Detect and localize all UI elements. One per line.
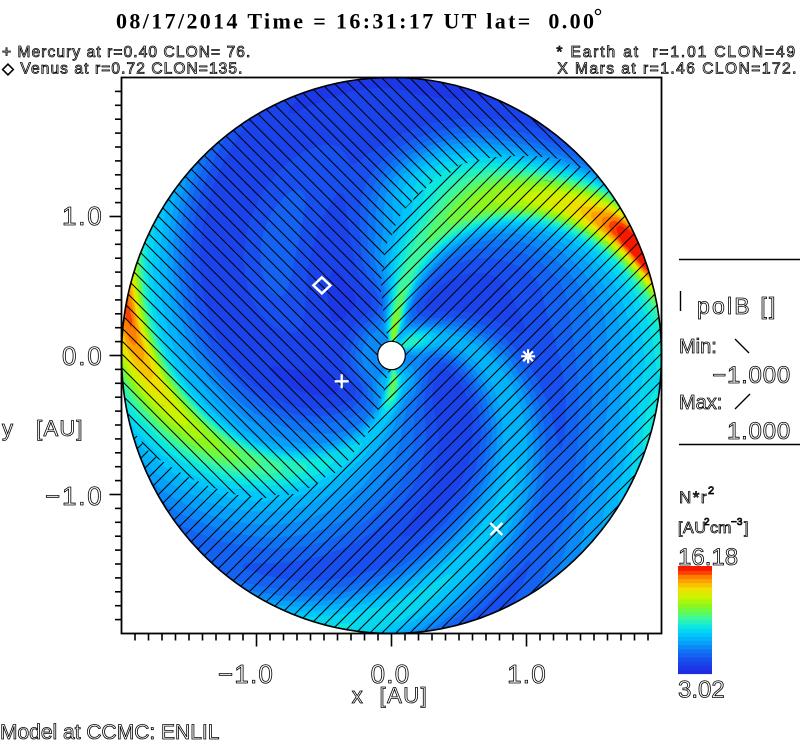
svg-text:0.0: 0.0 [62, 341, 104, 371]
svg-text:Min:: Min: [679, 336, 717, 358]
svg-text:N*r: N*r [679, 488, 708, 507]
svg-text:Model at CCMC: ENLIL: Model at CCMC: ENLIL [0, 721, 219, 744]
svg-text:+ Mercury at r=0.40 CLON= 76.: + Mercury at r=0.40 CLON= 76. [2, 44, 251, 61]
svg-text:1.000: 1.000 [727, 418, 791, 445]
svg-text:2: 2 [704, 517, 710, 528]
svg-text:0.0: 0.0 [371, 659, 411, 689]
svg-text:◇ Venus at r=0.72 CLON=135.: ◇ Venus at r=0.72 CLON=135. [2, 61, 244, 78]
svg-text:3.02: 3.02 [678, 677, 725, 704]
svg-text:−3: −3 [731, 517, 743, 528]
svg-text:[AU: [AU [678, 520, 706, 537]
svg-text:]: ] [744, 520, 748, 537]
svg-text:1.0: 1.0 [62, 201, 104, 231]
svg-text:polB []: polB [] [697, 293, 778, 319]
svg-text:1.0: 1.0 [507, 659, 547, 689]
svg-text:* Earth at r=1.01 CLON=49: * Earth at r=1.01 CLON=49 [556, 44, 797, 61]
svg-text:Max:: Max: [679, 392, 722, 414]
svg-text:08/17/2014 Time = 16:31:17 UT: 08/17/2014 Time = 16:31:17 UT lat= 0.00 [116, 9, 594, 34]
svg-text:−1.0: −1.0 [45, 481, 104, 511]
svg-text:X Mars at r=1.46 CLON=172.: X Mars at r=1.46 CLON=172. [557, 61, 798, 78]
svg-text:x [AU]: x [AU] [352, 683, 429, 708]
svg-text:2: 2 [708, 485, 714, 497]
svg-text:−1.000: −1.000 [712, 362, 791, 389]
svg-text:cm: cm [710, 520, 731, 537]
svg-text:−1.0: −1.0 [218, 659, 274, 689]
svg-text:y [AU]: y [AU] [2, 416, 84, 441]
